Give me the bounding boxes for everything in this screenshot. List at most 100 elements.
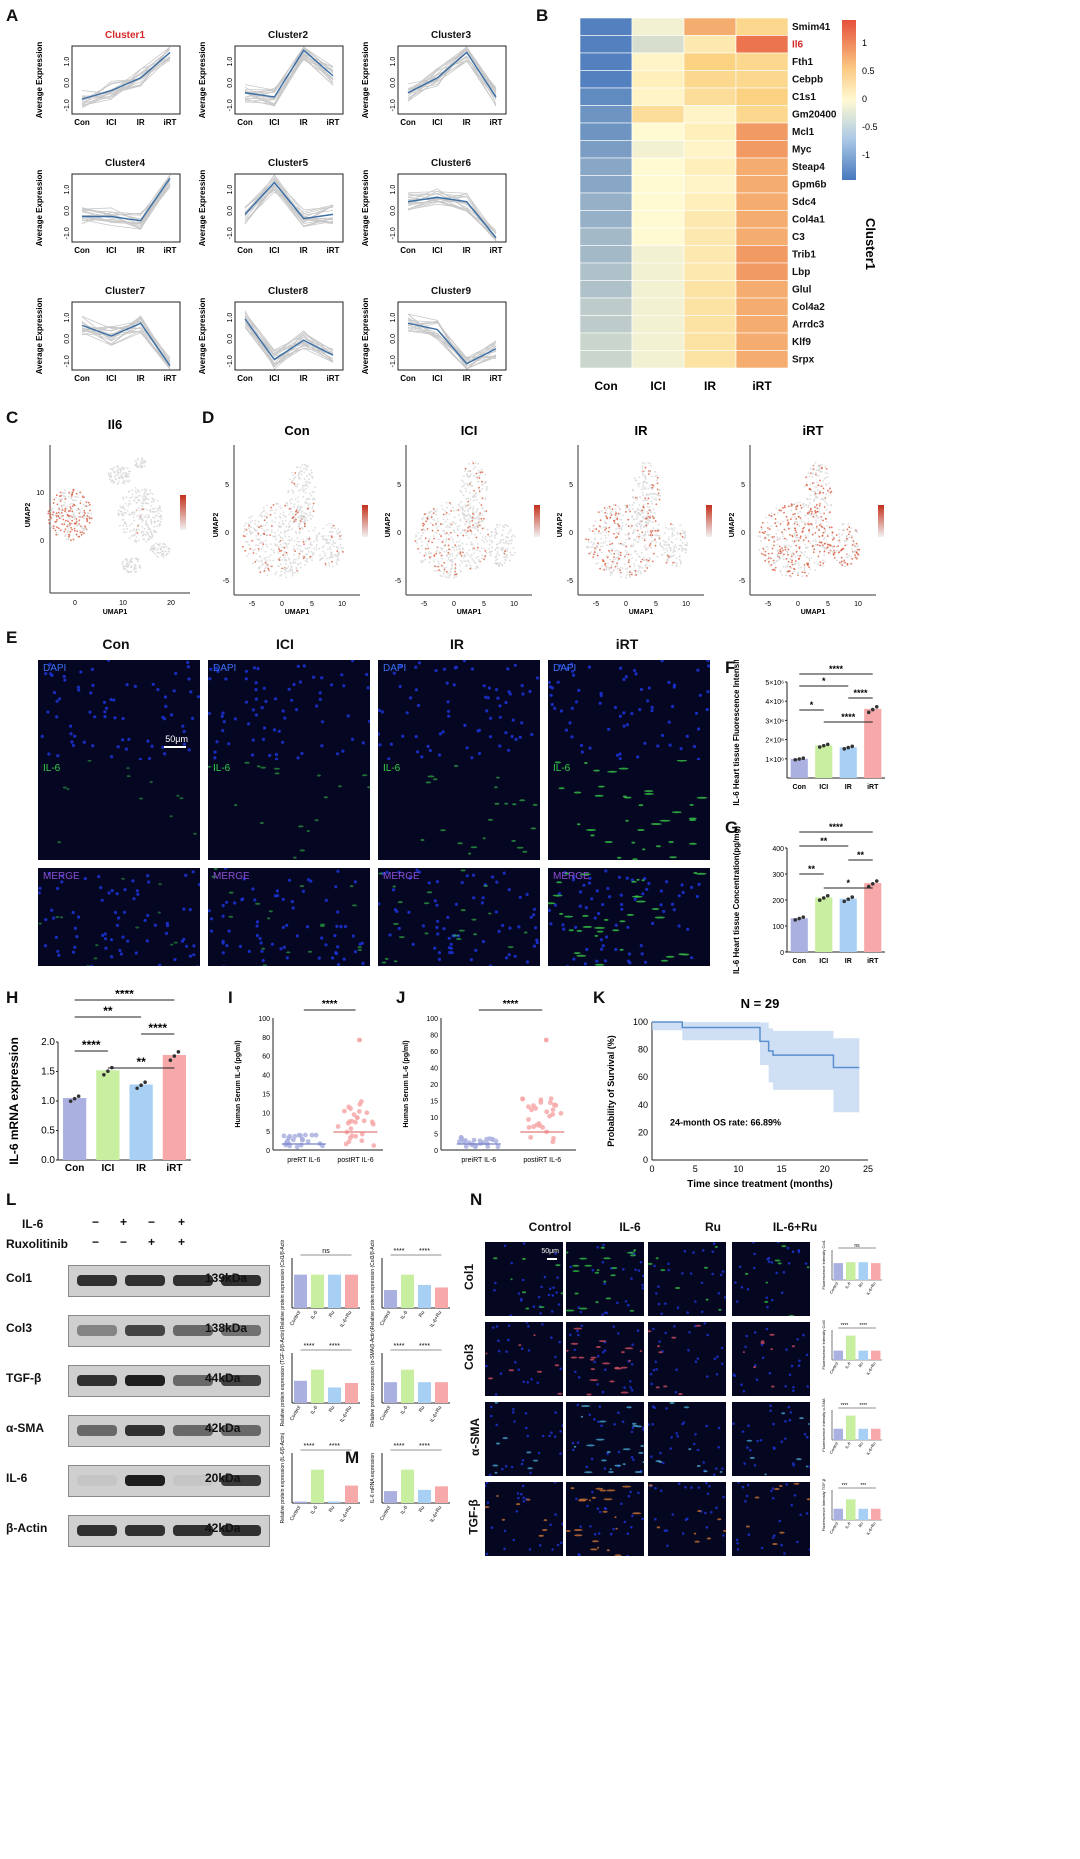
umap-point (608, 505, 611, 508)
umap-point (852, 540, 855, 542)
il6-signal (604, 841, 613, 843)
umap-point (477, 526, 480, 529)
umap-point (649, 484, 652, 486)
umap-point (291, 569, 294, 572)
umap-point (129, 497, 131, 499)
umap-point (800, 506, 803, 509)
umap-point (811, 545, 814, 548)
il6-signal (213, 868, 218, 870)
umap-point (140, 466, 142, 469)
y-tick: 0 (40, 538, 44, 545)
umap-point (476, 515, 479, 518)
umap-point (600, 510, 603, 513)
il6-signal (625, 819, 629, 822)
umap-point (299, 548, 302, 551)
umap-point (505, 556, 508, 559)
panel-label-j: J (396, 988, 406, 1007)
umap-point (466, 501, 469, 504)
umap-point (856, 545, 858, 548)
umap-point (481, 513, 483, 516)
umap-point (132, 516, 135, 519)
umap-point (437, 529, 439, 532)
umap-point (298, 506, 301, 509)
umap-point (795, 536, 797, 539)
umap-point (287, 565, 290, 568)
umap-point (790, 545, 793, 548)
umap-point (812, 473, 814, 475)
umap-point (72, 538, 75, 541)
umap-point (266, 546, 269, 548)
nucleus (262, 726, 267, 730)
il6-signal (57, 841, 62, 844)
umap-point (778, 509, 781, 511)
nucleus (225, 900, 229, 904)
umap-point (167, 548, 170, 550)
umap-point (616, 536, 619, 538)
umap-point (816, 516, 819, 519)
umap-point (617, 512, 620, 515)
umap-point (469, 498, 472, 501)
umap-point (512, 547, 515, 549)
umap-point (310, 518, 312, 520)
umap-point (154, 514, 157, 517)
umap-point (306, 547, 309, 550)
nucleus (707, 664, 710, 668)
umap-point (644, 477, 647, 480)
data-point (821, 896, 826, 900)
nucleus (603, 959, 608, 963)
umap-point (770, 525, 773, 527)
umap-point (841, 523, 844, 526)
il6-signal (126, 767, 130, 770)
nucleus (421, 924, 425, 928)
il6-signal (596, 930, 604, 933)
nucleus (221, 941, 225, 945)
umap-point (282, 514, 285, 516)
umap-point (242, 545, 244, 548)
umap-point (606, 507, 609, 509)
umap-point (285, 558, 287, 561)
nucleus (595, 889, 599, 893)
umap-point (804, 543, 807, 546)
umap-point (81, 496, 84, 498)
umap-point (793, 541, 795, 544)
umap-point (650, 536, 653, 538)
umap-point (856, 556, 858, 558)
umap-point (55, 515, 58, 517)
umap-point (478, 490, 481, 493)
umap-point (815, 495, 817, 498)
umap-point (686, 544, 689, 547)
umap-point (136, 532, 139, 534)
umap-point (646, 567, 649, 569)
umap-point (108, 474, 110, 476)
umap-point (306, 498, 309, 500)
umap-point (303, 525, 306, 528)
umap-point (281, 546, 284, 549)
umap-point (471, 460, 474, 463)
umap-point (588, 541, 590, 544)
umap-point (132, 529, 134, 532)
umap-point (671, 535, 674, 537)
nucleus (38, 886, 42, 890)
umap-point (149, 509, 152, 512)
umap-point (287, 557, 290, 560)
micro-channel-label: DAPI (213, 663, 237, 674)
umap-point (838, 539, 841, 542)
umap-point (845, 544, 848, 546)
umap-point (479, 524, 481, 527)
umap-point (633, 511, 636, 514)
umap-point (157, 509, 160, 512)
umap-point (296, 547, 299, 550)
umap-point (152, 516, 154, 519)
umap-point (793, 515, 796, 518)
x-tick: iRT (490, 374, 503, 383)
umap-point (610, 572, 613, 575)
umap-point (641, 566, 644, 569)
umap-point (164, 543, 167, 546)
umap-point (153, 498, 156, 501)
nucleus (387, 757, 391, 760)
umap-point (304, 487, 307, 490)
umap-point (266, 521, 268, 524)
nucleus (290, 698, 294, 702)
umap-point (342, 551, 344, 553)
umap-point (650, 492, 653, 495)
